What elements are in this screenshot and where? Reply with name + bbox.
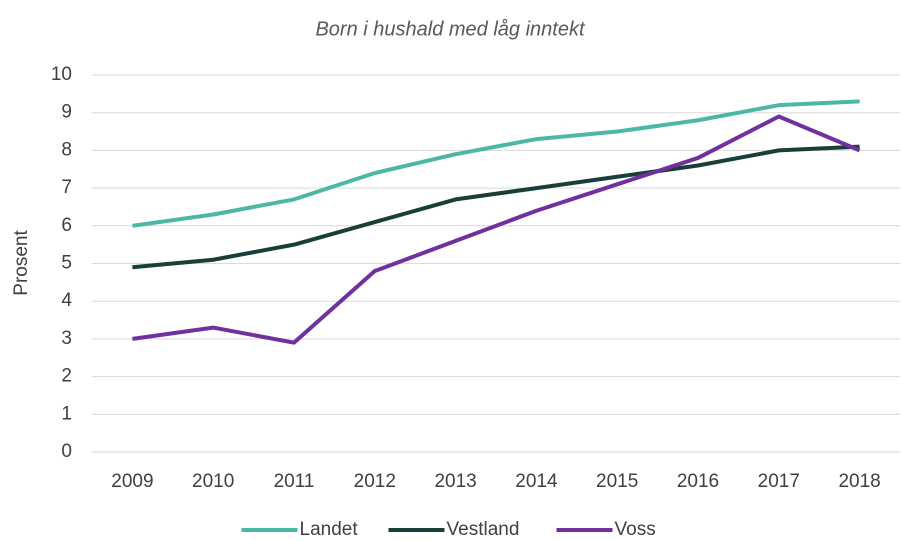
y-tick-label: 3 [61,328,72,349]
y-tick-label: 4 [61,290,72,311]
legend-label: Vestland [447,519,520,540]
y-tick-label: 10 [51,64,72,85]
y-tick-label: 6 [61,215,72,236]
legend-label: Landet [300,519,359,540]
x-tick-label: 2012 [354,471,396,492]
y-tick-label: 1 [61,403,72,424]
y-tick-label: 2 [61,366,72,387]
x-tick-label: 2015 [596,471,638,492]
series-line [132,99,860,228]
x-tick-label: 2014 [515,471,558,492]
series-line [132,144,860,270]
x-tick-label: 2016 [677,471,719,492]
chart-title: Born i hushald med låg inntekt [315,18,585,40]
x-tick-label: 2011 [274,471,315,492]
y-tick-label: 5 [61,253,72,274]
x-tick-label: 2010 [192,471,234,492]
x-tick-label: 2017 [758,471,800,492]
series-line [132,114,861,345]
legend-label: Voss [615,519,656,540]
y-tick-label: 8 [61,139,72,160]
x-tick-label: 2009 [111,471,153,492]
y-axis-label: Prosent [11,230,32,296]
x-tick-label: 2013 [434,471,476,492]
y-tick-label: 7 [61,177,72,198]
y-tick-label: 0 [61,441,72,462]
x-tick-label: 2018 [838,471,880,492]
y-tick-label: 9 [61,102,72,123]
